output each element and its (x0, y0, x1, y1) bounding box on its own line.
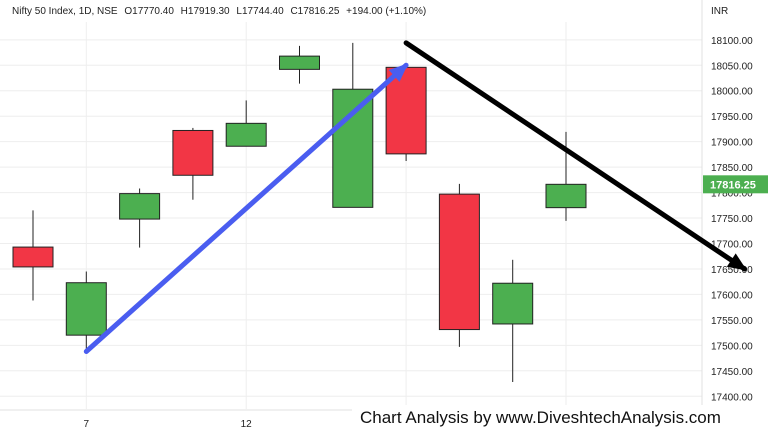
candle-body-up (65, 282, 107, 336)
candle-body-down (172, 129, 214, 176)
trend-arrow-head (388, 63, 409, 82)
y-tick-label: 18050.00 (711, 61, 753, 72)
candle-body-up (225, 122, 267, 147)
high-value: H17919.30 (180, 6, 230, 17)
low-value: L17744.40 (236, 6, 284, 17)
candle-body-up (279, 55, 320, 70)
y-tick-label: 18100.00 (711, 36, 753, 47)
change-value: +194.00 (+1.10%) (346, 6, 427, 17)
trend-arrow-line (403, 40, 748, 272)
watermark-caption: Chart Analysis by www.DiveshtechAnalysis… (352, 405, 768, 431)
x-tick-label: 7 (84, 419, 90, 430)
y-tick-label: 17950.00 (711, 112, 753, 123)
y-tick-label: 17600.00 (711, 290, 753, 301)
candle-body-down (438, 193, 480, 331)
candle-body-down (385, 66, 427, 155)
last-price-label: 17816.25 (710, 179, 756, 191)
x-tick-label: 12 (241, 419, 253, 430)
candle-body-up (119, 193, 161, 220)
y-tick-label: 17500.00 (711, 341, 753, 352)
y-tick-label: 17650.00 (711, 265, 753, 276)
symbol-name: Nifty 50 Index, 1D, NSE (12, 6, 118, 17)
y-tick-label: 17800.00 (711, 189, 753, 200)
trend-arrow-line (83, 62, 409, 354)
currency-label: INR (711, 6, 729, 17)
y-tick-label: 17850.00 (711, 163, 753, 174)
last-price-tag (703, 175, 768, 194)
close-value: C17816.25 (290, 6, 340, 17)
candle-body-up (332, 88, 374, 208)
trend-arrow-head (726, 253, 747, 271)
y-tick-label: 17450.00 (711, 367, 753, 378)
y-tick-label: 17750.00 (711, 214, 753, 225)
y-tick-label: 17700.00 (711, 240, 753, 251)
candle-body-up (545, 183, 587, 209)
y-tick-label: 17550.00 (711, 316, 753, 327)
y-tick-label: 18000.00 (711, 87, 753, 98)
y-tick-label: 17400.00 (711, 392, 753, 403)
symbol-header: Nifty 50 Index, 1D, NSE O17770.40 H17919… (12, 6, 430, 17)
open-value: O17770.40 (124, 6, 174, 17)
candle-body-down (12, 246, 54, 268)
y-tick-label: 17900.00 (711, 138, 753, 149)
candle-body-up (492, 282, 534, 325)
